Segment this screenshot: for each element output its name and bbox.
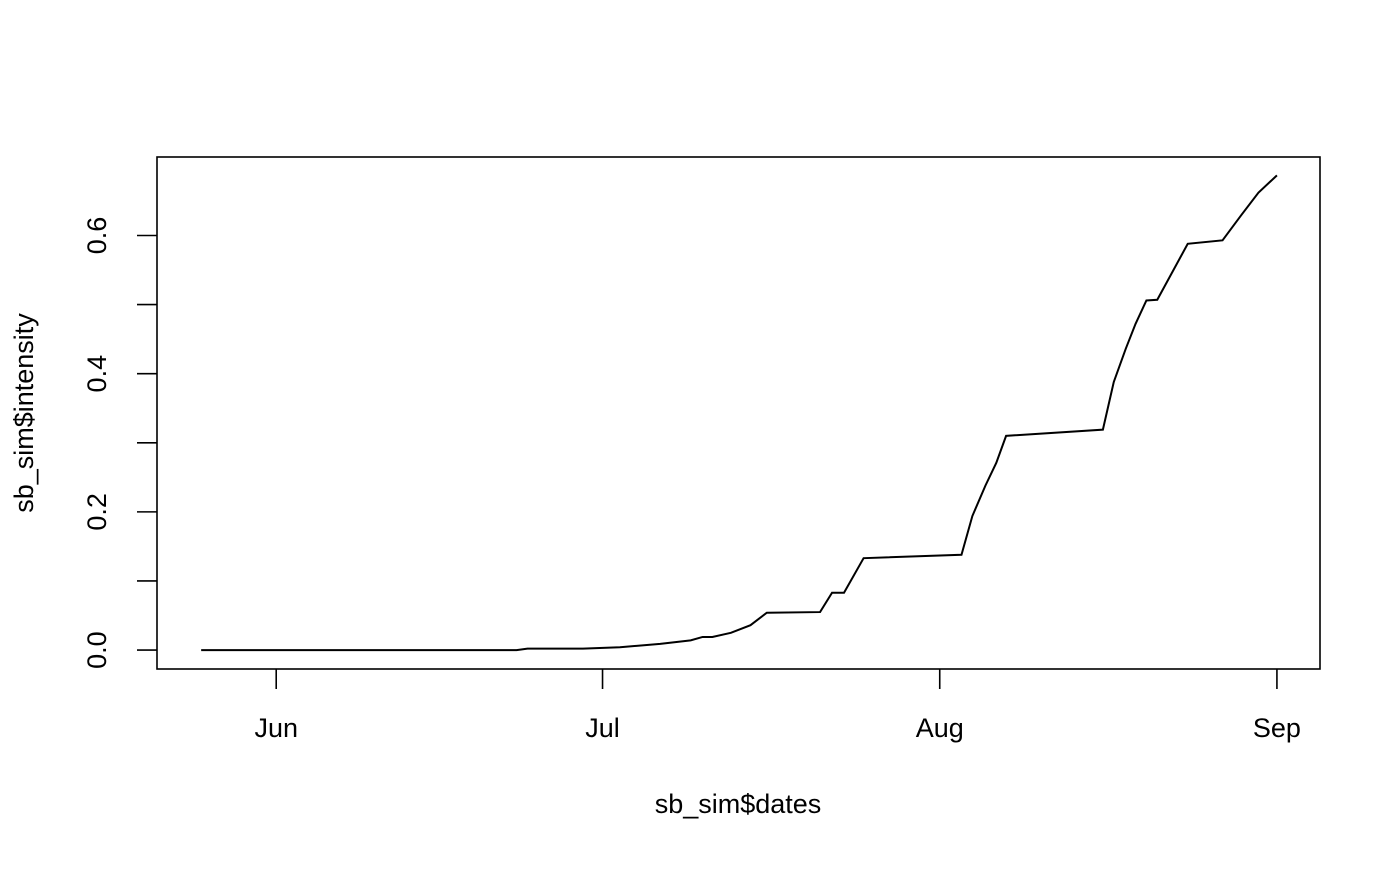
y-tick-label: 0.0 — [82, 631, 112, 669]
x-tick-label: Aug — [916, 713, 964, 743]
y-tick-label: 0.2 — [82, 493, 112, 531]
data-line — [201, 174, 1278, 652]
y-tick-label: 0.4 — [82, 355, 112, 393]
y-axis-label: sb_sim$intensity — [9, 313, 39, 513]
x-tick-label: Jul — [585, 713, 620, 743]
x-axis-label: sb_sim$dates — [655, 789, 822, 819]
plot-frame — [156, 156, 1321, 670]
y-tick-label: 0.6 — [82, 217, 112, 255]
x-tick-label: Sep — [1253, 713, 1301, 743]
x-tick-label: Jun — [254, 713, 298, 743]
